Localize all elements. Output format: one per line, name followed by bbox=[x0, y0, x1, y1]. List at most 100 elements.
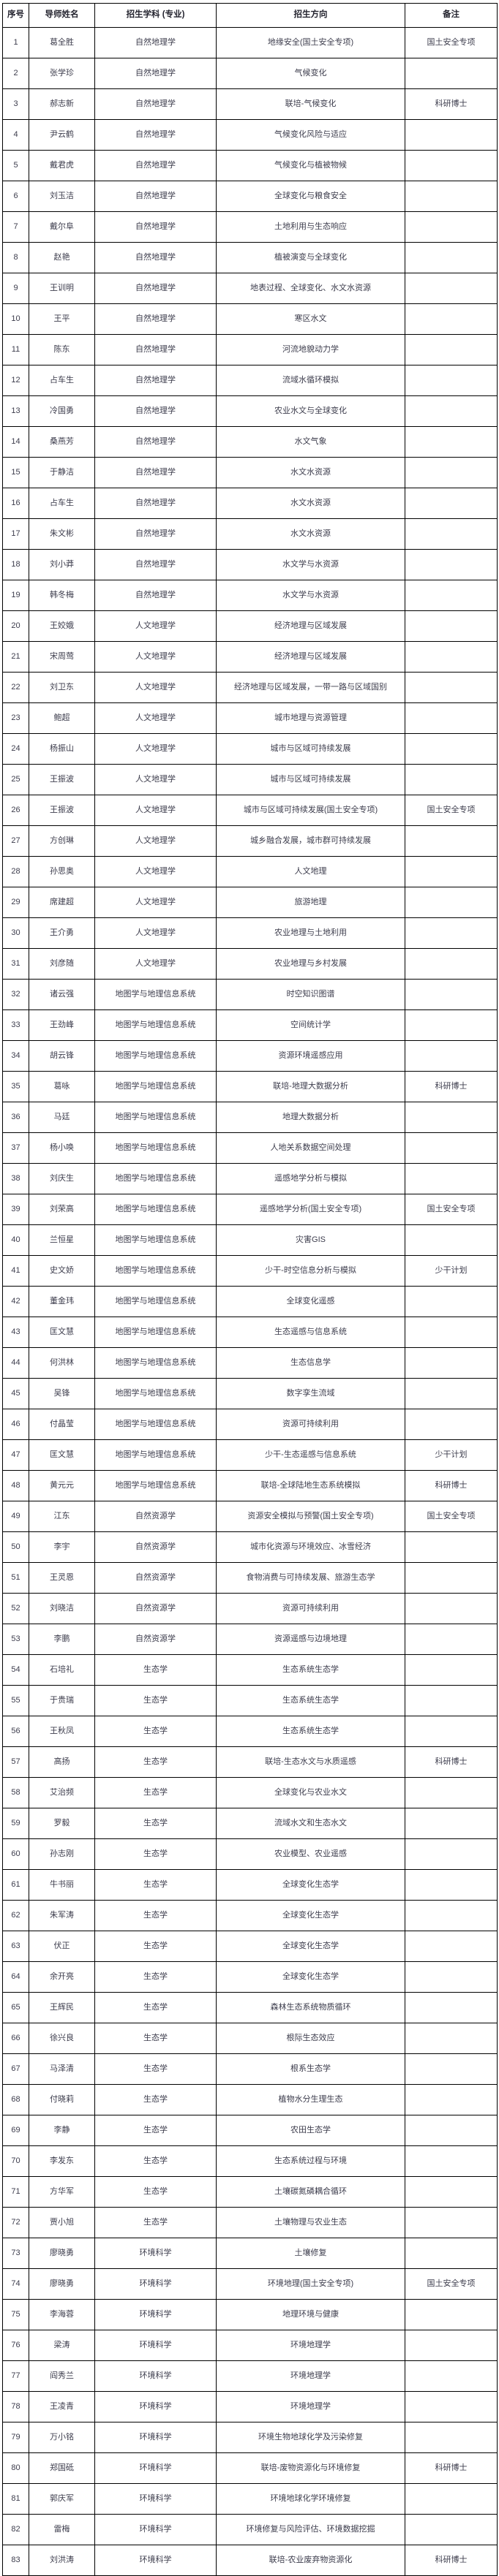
cell-name: 席建超 bbox=[29, 887, 95, 918]
cell-note bbox=[405, 58, 498, 89]
cell-dir: 地表过程、全球变化、水文水资源 bbox=[216, 273, 405, 304]
cell-dir: 农田生态学 bbox=[216, 2115, 405, 2146]
cell-dir: 根际生态效应 bbox=[216, 2023, 405, 2054]
cell-disc: 人文地理学 bbox=[94, 733, 217, 765]
cell-note bbox=[405, 1931, 498, 1962]
cell-seq: 79 bbox=[2, 2422, 29, 2453]
cell-name: 王凌青 bbox=[29, 2391, 95, 2422]
cell-dir: 城市地理与资源管理 bbox=[216, 702, 405, 734]
cell-seq: 50 bbox=[2, 1531, 29, 1563]
cell-note bbox=[405, 1838, 498, 1870]
cell-note: 科研博士 bbox=[405, 1746, 498, 1778]
table-row: 82 雷梅 环境科学 环境修复与风险评估、环境数据挖掘 bbox=[2, 2514, 498, 2545]
cell-name: 董金玮 bbox=[29, 1286, 95, 1317]
cell-note bbox=[405, 1869, 498, 1901]
cell-seq: 56 bbox=[2, 1716, 29, 1747]
cell-name: 兰恒星 bbox=[29, 1224, 95, 1256]
cell-dir: 环境地理学 bbox=[216, 2360, 405, 2392]
cell-name: 孙思奥 bbox=[29, 856, 95, 887]
cell-name: 诸云强 bbox=[29, 979, 95, 1010]
table-row: 83 刘洪涛 环境科学 联培-农业废弃物资源化 科研博士 bbox=[2, 2545, 498, 2576]
table-row: 26 王振波 人文地理学 城市与区域可持续发展(国土安全专项) 国土安全专项 bbox=[2, 795, 498, 826]
cell-seq: 52 bbox=[2, 1593, 29, 1624]
cell-name: 冷国勇 bbox=[29, 395, 95, 427]
cell-disc: 生态学 bbox=[94, 1685, 217, 1716]
table-row: 72 贾小旭 生态学 土壤物理与农业生态 bbox=[2, 2207, 498, 2238]
cell-name: 陈东 bbox=[29, 334, 95, 365]
cell-disc: 环境科学 bbox=[94, 2330, 217, 2361]
cell-seq: 3 bbox=[2, 88, 29, 120]
cell-disc: 地图学与地理信息系统 bbox=[94, 1194, 217, 1225]
table-row: 75 李海蓉 环境科学 地理环境与健康 bbox=[2, 2299, 498, 2330]
cell-name: 刘卫东 bbox=[29, 672, 95, 703]
cell-note: 国土安全专项 bbox=[405, 27, 498, 58]
cell-dir: 数字孪生流域 bbox=[216, 1378, 405, 1409]
table-row: 70 李发东 生态学 生态系统过程与环境 bbox=[2, 2145, 498, 2177]
table-row: 32 诸云强 地图学与地理信息系统 时空知识图谱 bbox=[2, 979, 498, 1010]
cell-name: 刘荣高 bbox=[29, 1194, 95, 1225]
cell-disc: 生态学 bbox=[94, 1777, 217, 1808]
cell-name: 匡文慧 bbox=[29, 1439, 95, 1471]
cell-name: 郭庆军 bbox=[29, 2483, 95, 2515]
cell-dir: 生态系统生态学 bbox=[216, 1716, 405, 1747]
cell-note bbox=[405, 610, 498, 642]
table-row: 19 韩冬梅 自然地理学 水文学与水资源 bbox=[2, 580, 498, 611]
cell-seq: 2 bbox=[2, 58, 29, 89]
cell-seq: 77 bbox=[2, 2360, 29, 2392]
cell-seq: 47 bbox=[2, 1439, 29, 1471]
cell-seq: 17 bbox=[2, 518, 29, 550]
cell-name: 匡文慧 bbox=[29, 1317, 95, 1348]
cell-dir: 生态信息学 bbox=[216, 1347, 405, 1379]
cell-seq: 35 bbox=[2, 1071, 29, 1102]
cell-disc: 环境科学 bbox=[94, 2452, 217, 2484]
cell-seq: 32 bbox=[2, 979, 29, 1010]
cell-dir: 环境地理学 bbox=[216, 2391, 405, 2422]
cell-disc: 环境科学 bbox=[94, 2545, 217, 2576]
cell-note bbox=[405, 1992, 498, 2023]
cell-disc: 生态学 bbox=[94, 1654, 217, 1686]
cell-seq: 4 bbox=[2, 119, 29, 151]
column-header-discipline: 招生学科 (专业) bbox=[94, 3, 217, 28]
cell-note bbox=[405, 948, 498, 980]
cell-dir: 地理大数据分析 bbox=[216, 1102, 405, 1133]
cell-seq: 82 bbox=[2, 2514, 29, 2545]
cell-seq: 33 bbox=[2, 1009, 29, 1041]
cell-seq: 11 bbox=[2, 334, 29, 365]
cell-disc: 自然资源学 bbox=[94, 1624, 217, 1655]
cell-name: 刘庆生 bbox=[29, 1163, 95, 1194]
cell-note bbox=[405, 1777, 498, 1808]
cell-note: 国土安全专项 bbox=[405, 1194, 498, 1225]
table-row: 11 陈东 自然地理学 河流地貌动力学 bbox=[2, 334, 498, 365]
cell-name: 王姣娥 bbox=[29, 610, 95, 642]
cell-disc: 地图学与地理信息系统 bbox=[94, 1409, 217, 1440]
cell-name: 方华军 bbox=[29, 2176, 95, 2208]
cell-dir: 人地关系数据空间处理 bbox=[216, 1132, 405, 1164]
cell-seq: 20 bbox=[2, 610, 29, 642]
cell-seq: 43 bbox=[2, 1317, 29, 1348]
table-row: 14 桑燕芳 自然地理学 水文气象 bbox=[2, 426, 498, 458]
cell-seq: 48 bbox=[2, 1470, 29, 1501]
cell-name: 刘晓洁 bbox=[29, 1593, 95, 1624]
cell-seq: 64 bbox=[2, 1961, 29, 1993]
cell-seq: 55 bbox=[2, 1685, 29, 1716]
cell-seq: 10 bbox=[2, 303, 29, 335]
cell-note bbox=[405, 2422, 498, 2453]
cell-name: 阎秀兰 bbox=[29, 2360, 95, 2392]
cell-name: 王训明 bbox=[29, 273, 95, 304]
cell-dir: 环境修复与风险评估、环境数据挖掘 bbox=[216, 2514, 405, 2545]
cell-seq: 49 bbox=[2, 1501, 29, 1532]
cell-name: 王秋凤 bbox=[29, 1716, 95, 1747]
cell-dir: 资源可持续利用 bbox=[216, 1593, 405, 1624]
cell-note bbox=[405, 1900, 498, 1931]
table-row: 6 刘玉洁 自然地理学 全球变化与粮食安全 bbox=[2, 181, 498, 212]
table-row: 55 于贵瑞 生态学 生态系统生态学 bbox=[2, 1685, 498, 1716]
cell-dir: 全球变化遥感 bbox=[216, 1286, 405, 1317]
cell-name: 孙志刚 bbox=[29, 1838, 95, 1870]
cell-name: 鲍超 bbox=[29, 702, 95, 734]
table-row: 67 马泽清 生态学 根系生态学 bbox=[2, 2053, 498, 2085]
cell-disc: 生态学 bbox=[94, 1746, 217, 1778]
cell-seq: 53 bbox=[2, 1624, 29, 1655]
cell-note bbox=[405, 702, 498, 734]
cell-disc: 生态学 bbox=[94, 2053, 217, 2085]
cell-seq: 31 bbox=[2, 948, 29, 980]
